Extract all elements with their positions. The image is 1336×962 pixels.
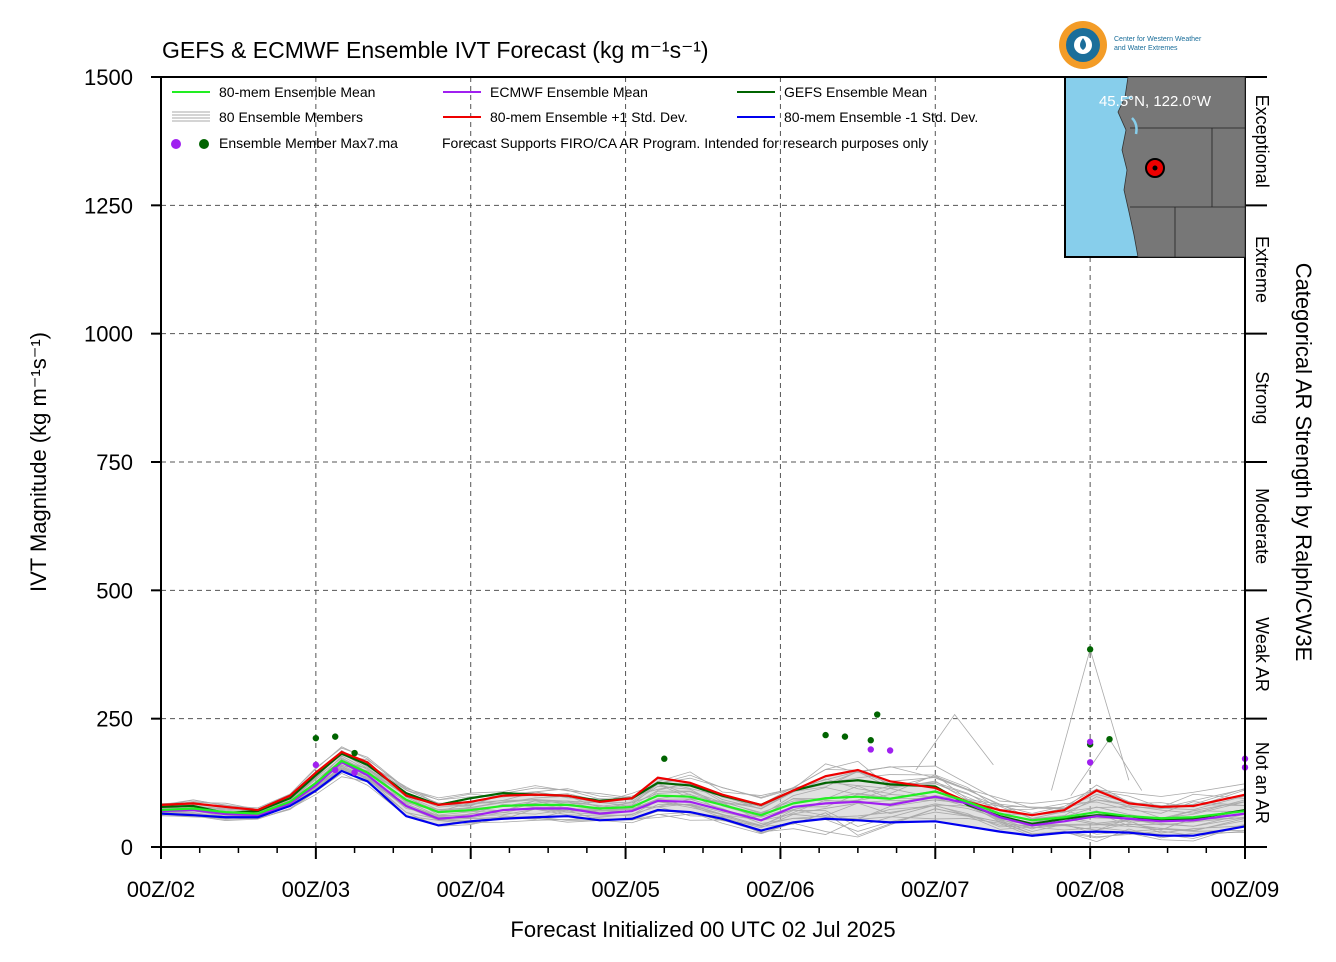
plus-std-line: [160, 750, 1246, 817]
ecmwf-max-point: [1086, 759, 1094, 766]
x-tick-label: 00Z/06: [746, 877, 815, 902]
y-axis-label: IVT Magnitude (kg m⁻¹s⁻¹): [26, 332, 51, 592]
gefs-max-point: [312, 734, 320, 742]
legend-dot-ecmwf: [171, 139, 181, 149]
ensemble-member-line: [160, 747, 1246, 810]
y-tick-label: 1000: [84, 322, 133, 347]
gefs-max-point: [822, 731, 829, 739]
mean-line: [160, 759, 1246, 822]
ecmwf-max-point: [332, 766, 339, 774]
legend-label-gefs: GEFS Ensemble Mean: [784, 84, 927, 100]
legend-swatch-members: [172, 111, 210, 122]
ecmwf-max-point: [312, 761, 320, 769]
gefs-max-point: [351, 749, 358, 757]
chart-title: GEFS & ECMWF Ensemble IVT Forecast (kg m…: [162, 37, 709, 63]
legend: 80-mem Ensemble Mean ECMWF Ensemble Mean…: [171, 84, 978, 151]
x-tick-label: 00Z/02: [127, 877, 196, 902]
x-tick-label: 00Z/04: [436, 877, 505, 902]
x-tick-label: 00Z/07: [901, 877, 970, 902]
gefs-max-point: [332, 733, 339, 740]
ensemble-member-line: [160, 765, 1246, 831]
gefs-max-point: [661, 755, 668, 762]
logo-text-line1: Center for Western Weather: [1114, 36, 1202, 43]
legend-note: Forecast Supports FIRO/CA AR Program. In…: [442, 135, 928, 151]
x-tick-label: 00Z/08: [1056, 877, 1125, 902]
gefs-max-point: [1106, 736, 1113, 743]
right-axis-label: Categorical AR Strength by Ralph/CW3E: [1291, 263, 1316, 662]
y-tick-label: 1250: [84, 193, 133, 218]
ecmwf-max-point: [1086, 738, 1094, 745]
y-tick-label: 500: [96, 578, 133, 603]
legend-label-ecmwf: ECMWF Ensemble Mean: [490, 84, 648, 100]
y-tick-label: 750: [96, 450, 133, 475]
ensemble-member-line: [1070, 738, 1143, 796]
ecmwf-max-point: [886, 747, 894, 754]
legend-label-members: 80 Ensemble Members: [219, 109, 363, 125]
category-label: Not an AR: [1252, 742, 1272, 824]
legend-label-max: Ensemble Member Max7.ma: [219, 135, 398, 151]
category-label: Exceptional: [1252, 95, 1272, 188]
category-label: Strong: [1252, 371, 1272, 424]
ensemble-members: [160, 647, 1246, 843]
legend-label-mean: 80-mem Ensemble Mean: [219, 84, 375, 100]
ensemble-member-line: [160, 760, 1246, 816]
category-label: Extreme: [1252, 236, 1272, 303]
category-label: Moderate: [1252, 488, 1272, 564]
ensemble-spread-band: [161, 752, 1245, 836]
legend-label-plus-std: 80-mem Ensemble +1 Std. Dev.: [490, 109, 688, 125]
legend-label-minus-std: 80-mem Ensemble -1 Std. Dev.: [784, 109, 978, 125]
minus-std-line: [160, 769, 1246, 837]
gefs-max-point: [874, 711, 881, 718]
legend-dot-gefs: [199, 139, 209, 149]
location-map-inset: 45.5°N, 122.0°W: [1064, 76, 1246, 258]
x-tick-label: 00Z/09: [1211, 877, 1280, 902]
gefs-max-point: [841, 733, 849, 740]
gefs-mean-line: [160, 752, 1246, 826]
x-tick-label: 00Z/05: [591, 877, 660, 902]
y-tick-label: 250: [96, 707, 133, 732]
y-tick-label: 0: [121, 835, 133, 860]
y-tick-label: 1500: [84, 65, 133, 90]
max-points: [312, 646, 1249, 776]
gefs-max-point: [1086, 646, 1094, 653]
x-axis-label: Forecast Initialized 00 UTC 02 Jul 2025: [510, 917, 895, 942]
category-label: Weak AR: [1252, 617, 1272, 692]
gefs-max-point: [867, 737, 874, 744]
series-lines: [160, 750, 1246, 837]
axes: 0 250 500 750 1000 1250 1500 00Z/02 00Z/03 00Z/04…: [84, 65, 1279, 902]
ecmwf-max-point: [867, 746, 874, 753]
logo-text-line2: and Water Extremes: [1114, 45, 1178, 52]
ecmwf-max-point: [351, 769, 358, 776]
x-tick-label: 00Z/03: [282, 877, 351, 902]
cw3e-logo: Center for Western Weather and Water Ext…: [1059, 21, 1202, 69]
ecmwf-mean-line: [160, 760, 1246, 827]
ensemble-member-line: [915, 713, 994, 771]
map-location-label: 45.5°N, 122.0°W: [1099, 93, 1212, 110]
